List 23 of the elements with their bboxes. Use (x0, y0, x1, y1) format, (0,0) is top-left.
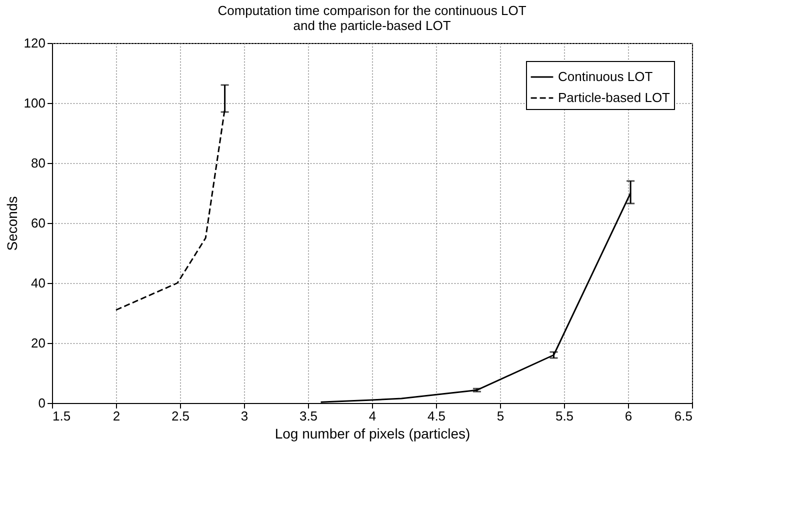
x-tick-label: 5 (496, 408, 504, 424)
x-tick-label: 6.5 (674, 408, 692, 424)
x-tick-label: 6 (624, 408, 632, 424)
legend-label: Continuous LOT (558, 69, 653, 84)
y-tick-label: 20 (31, 336, 46, 350)
y-axis-title: Seconds (4, 196, 20, 251)
y-tick-label: 60 (31, 216, 46, 230)
x-axis-title: Log number of pixels (particles) (274, 426, 470, 442)
x-tick-label: 3.5 (299, 408, 318, 424)
x-tick-label: 4.5 (427, 408, 446, 424)
y-tick-label: 100 (24, 96, 46, 110)
y-tick-label: 80 (31, 156, 46, 170)
y-tick-label: 120 (24, 36, 46, 50)
x-tick-label: 2 (112, 408, 120, 424)
legend-label: Particle-based LOT (558, 90, 670, 105)
x-tick-label: 3 (240, 408, 248, 424)
chart-title: Computation time comparison for the continuous LOT and the particle-based LOT (218, 3, 526, 33)
y-tick-label: 0 (38, 396, 46, 410)
x-tick-label: 5.5 (555, 408, 574, 424)
x-tick-label: 2.5 (171, 408, 190, 424)
x-tick-label: 1.5 (52, 408, 71, 424)
x-tick-label: 4 (368, 408, 376, 424)
y-tick-label: 40 (31, 276, 46, 290)
